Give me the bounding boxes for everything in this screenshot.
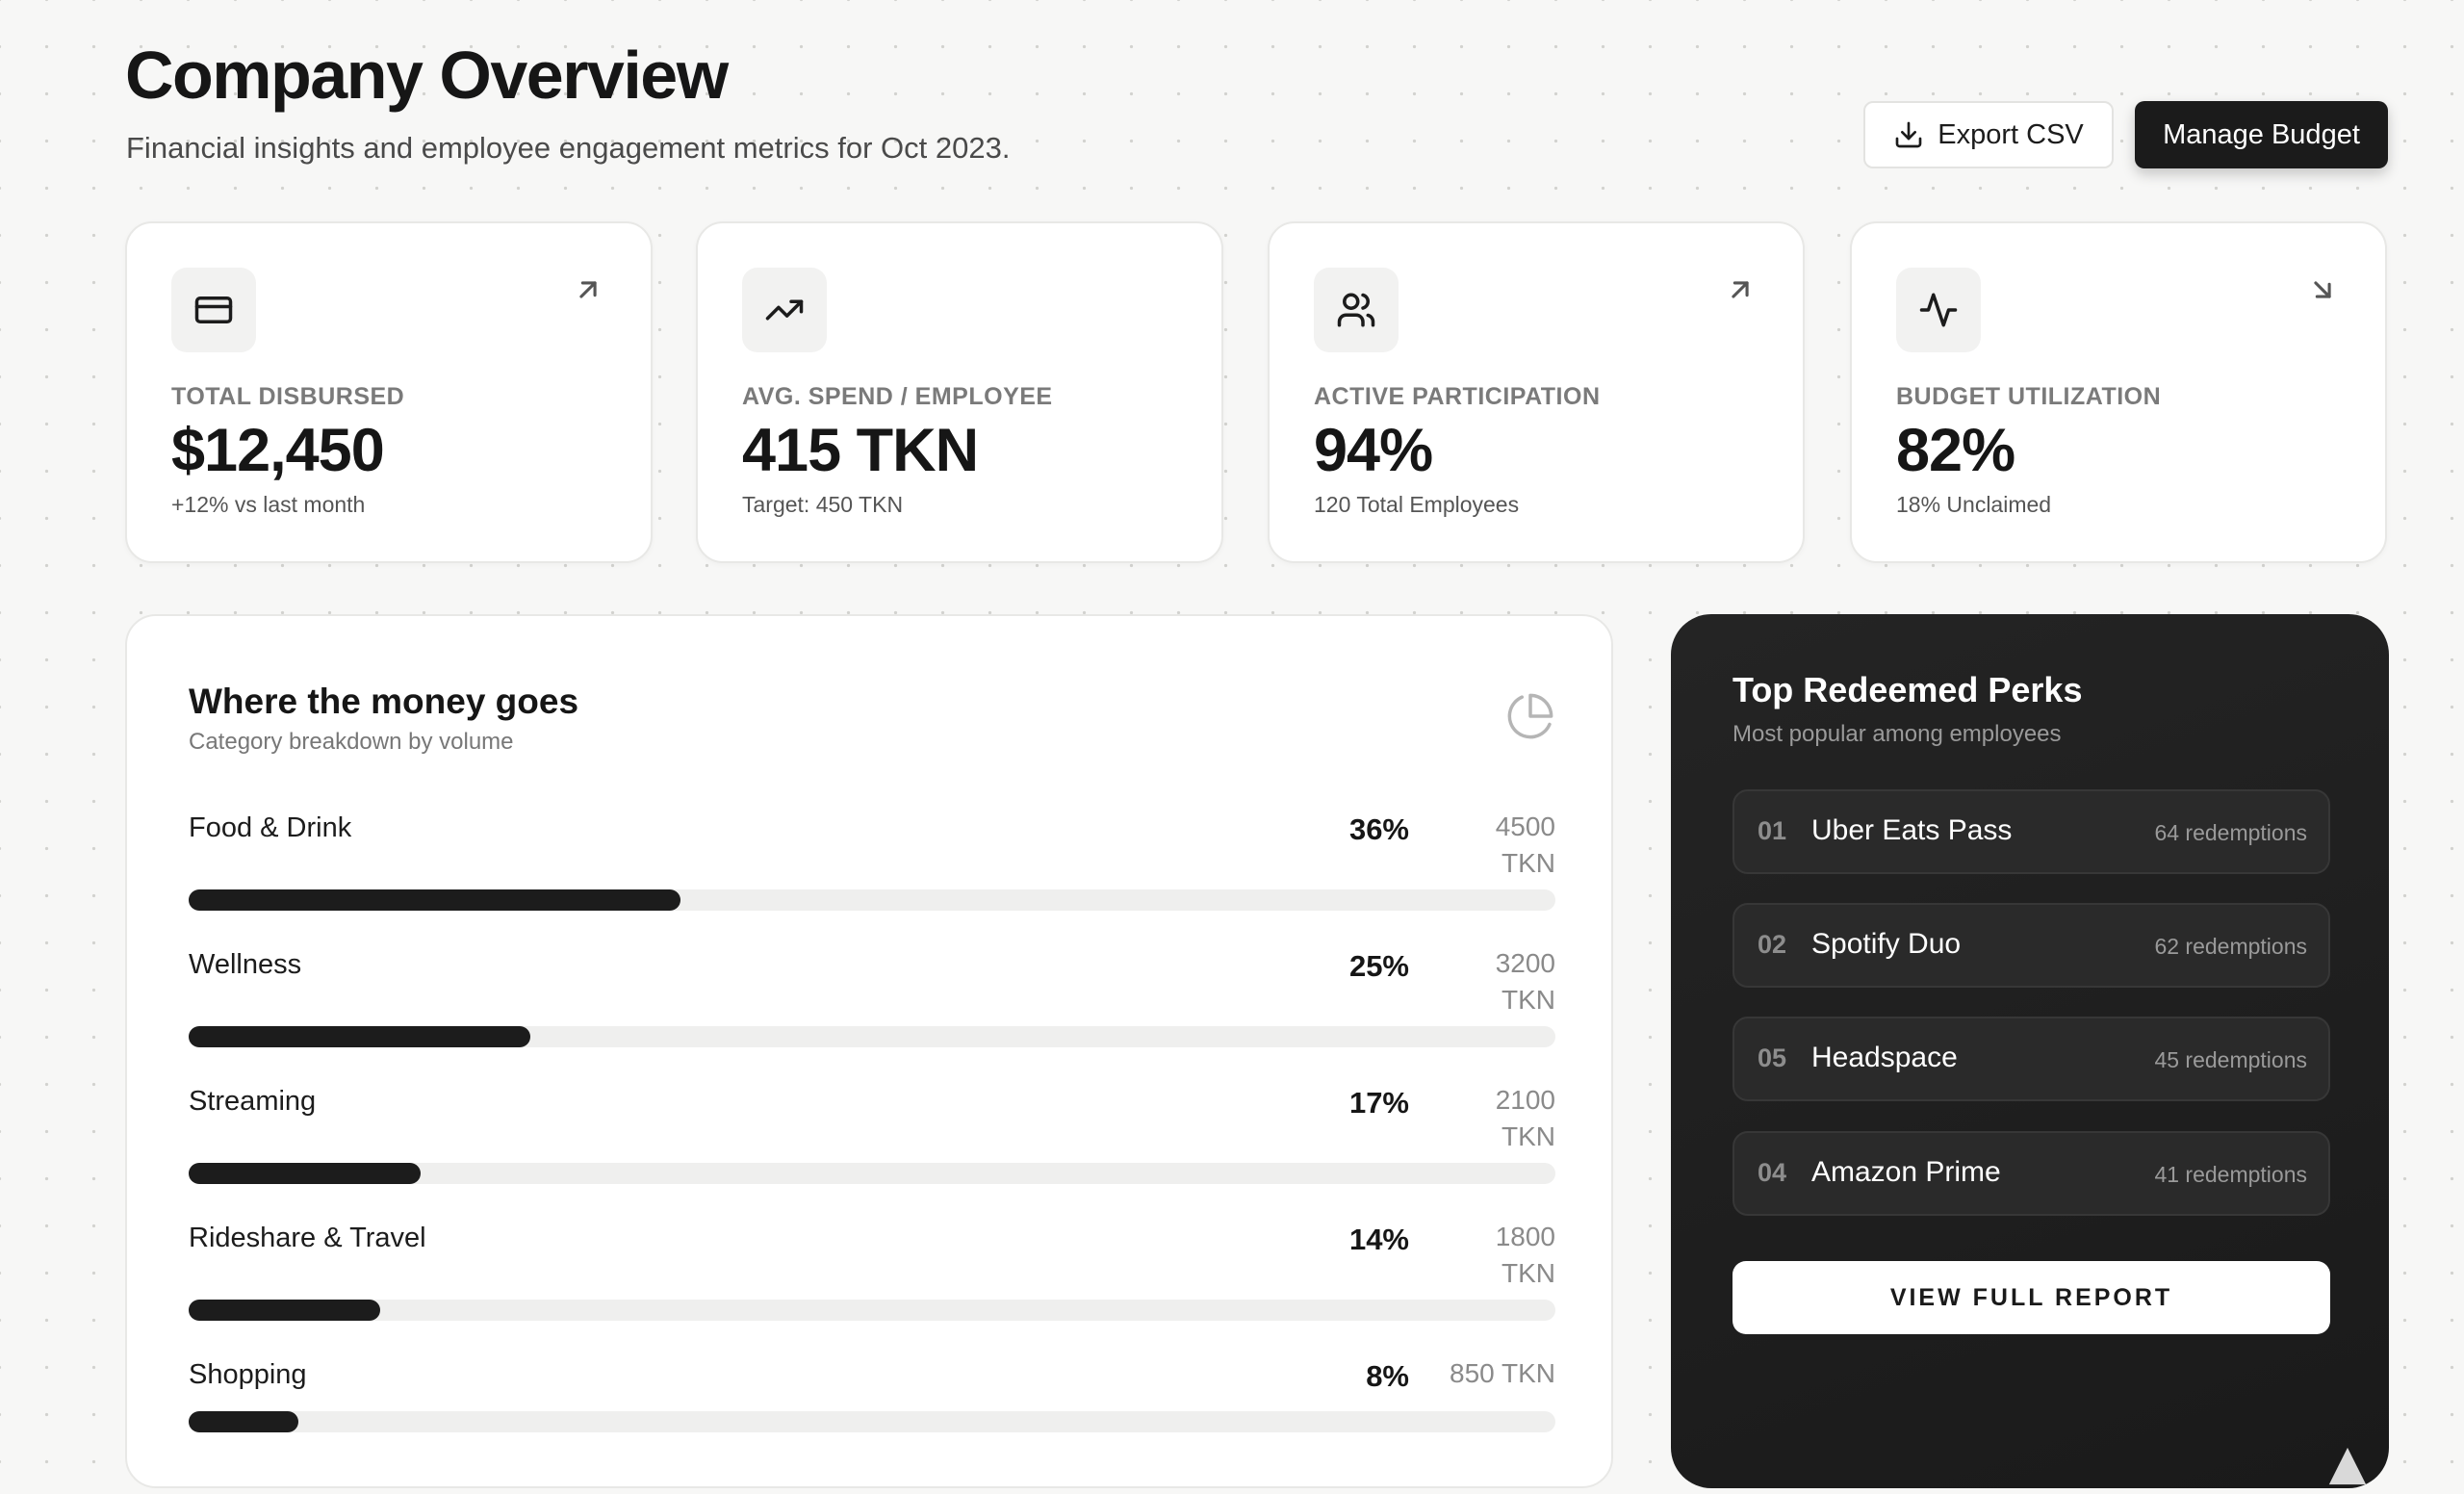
stat-card-active-participation: ACTIVE PARTICIPATION 94% 120 Total Emplo…	[1268, 221, 1805, 563]
users-icon	[1314, 268, 1399, 352]
manage-budget-button[interactable]: Manage Budget	[2135, 101, 2388, 168]
category-percent: 25%	[1348, 949, 1409, 983]
category-tokens: 850 TKN	[1450, 1358, 1555, 1388]
stat-card-budget-utilization: BUDGET UTILIZATION 82% 18% Unclaimed	[1850, 221, 2387, 563]
arrow-up-right-icon	[1732, 281, 1749, 298]
category-bar-fill	[189, 1300, 380, 1321]
category-tokens: 4500 TKN	[1495, 811, 1555, 878]
pie-chart-icon[interactable]	[1505, 691, 1555, 741]
category-breakdown-panel: Where the money goes Category breakdown …	[125, 614, 1613, 1488]
perk-item[interactable]: 05 Headspace 45 redemptions	[1732, 1017, 2330, 1101]
category-bar-track	[189, 889, 1555, 911]
stat-sub: +12% vs last month	[171, 492, 366, 517]
category-bar-track	[189, 1026, 1555, 1047]
perk-rank: 01	[1758, 816, 1787, 845]
top-perks-panel: Top Redeemed Perks Most popular among em…	[1671, 614, 2389, 1488]
perk-name: Headspace	[1811, 1042, 1958, 1073]
perk-count: 45 redemptions	[2154, 1047, 2307, 1072]
page-subtitle: Financial insights and employee engageme…	[126, 131, 1011, 165]
triangle-icon	[2328, 1447, 2367, 1485]
category-name: Streaming	[189, 1086, 317, 1117]
view-full-report-button[interactable]: VIEW FULL REPORT	[1732, 1261, 2330, 1334]
stat-sub: Target: 450 TKN	[742, 492, 904, 517]
stat-value: $12,450	[171, 417, 385, 484]
stat-label: AVG. SPEND / EMPLOYEE	[742, 383, 1053, 410]
perks-title: Top Redeemed Perks	[1732, 670, 2083, 709]
perks-subtitle: Most popular among employees	[1732, 721, 2062, 747]
perk-rank: 04	[1758, 1158, 1787, 1187]
perk-count: 62 redemptions	[2154, 934, 2307, 959]
category-percent: 17%	[1348, 1086, 1409, 1120]
perk-item[interactable]: 01 Uber Eats Pass 64 redemptions	[1732, 789, 2330, 874]
credit-card-icon	[171, 268, 256, 352]
category-bar-fill	[189, 1163, 422, 1184]
category-bar-fill	[189, 1026, 530, 1047]
stat-label: BUDGET UTILIZATION	[1896, 383, 2162, 410]
panel-subtitle: Category breakdown by volume	[189, 729, 514, 755]
perk-name: Uber Eats Pass	[1811, 814, 2013, 846]
arrow-up-right-icon	[579, 281, 597, 298]
category-bar-fill	[189, 889, 681, 911]
stat-label: ACTIVE PARTICIPATION	[1314, 383, 1601, 410]
manage-budget-label: Manage Budget	[2163, 118, 2360, 150]
perk-rank: 02	[1758, 930, 1787, 959]
category-name: Rideshare & Travel	[189, 1223, 426, 1253]
stat-sub: 18% Unclaimed	[1896, 492, 2052, 517]
category-name: Food & Drink	[189, 812, 352, 843]
perk-count: 64 redemptions	[2154, 820, 2307, 845]
export-csv-button[interactable]: Export CSV	[1863, 101, 2114, 168]
arrow-down-right-icon	[2314, 281, 2331, 298]
category-percent: 36%	[1348, 812, 1409, 846]
category-name: Shopping	[189, 1359, 307, 1390]
perk-rank: 05	[1758, 1043, 1787, 1072]
stat-label: TOTAL DISBURSED	[171, 383, 405, 410]
perk-name: Amazon Prime	[1811, 1156, 2001, 1188]
category-tokens: 2100 TKN	[1495, 1085, 1555, 1151]
category-tokens: 3200 TKN	[1495, 948, 1555, 1015]
download-icon	[1895, 121, 1922, 148]
category-tokens: 1800 TKN	[1495, 1222, 1555, 1288]
perk-item[interactable]: 04 Amazon Prime 41 redemptions	[1732, 1131, 2330, 1216]
page-title: Company Overview	[125, 38, 729, 113]
category-bar-track	[189, 1300, 1555, 1321]
category-name: Wellness	[189, 949, 302, 980]
category-percent: 14%	[1348, 1223, 1409, 1256]
panel-title: Where the money goes	[189, 682, 579, 721]
category-bar-track	[189, 1411, 1555, 1432]
export-csv-label: Export CSV	[1938, 118, 2084, 150]
stat-card-total-disbursed: TOTAL DISBURSED $12,450 +12% vs last mon…	[125, 221, 653, 563]
perk-name: Spotify Duo	[1811, 928, 1962, 960]
activity-icon	[1896, 268, 1981, 352]
stat-value: 415 TKN	[742, 417, 979, 484]
category-percent: 8%	[1366, 1359, 1409, 1393]
category-bar-track	[189, 1163, 1555, 1184]
perk-item[interactable]: 02 Spotify Duo 62 redemptions	[1732, 903, 2330, 988]
perk-count: 41 redemptions	[2154, 1162, 2307, 1187]
stat-value: 82%	[1896, 417, 2015, 484]
stat-value: 94%	[1314, 417, 1433, 484]
trending-up-icon	[742, 268, 827, 352]
stat-sub: 120 Total Employees	[1314, 492, 1520, 517]
stat-card-avg-spend: AVG. SPEND / EMPLOYEE 415 TKN Target: 45…	[696, 221, 1223, 563]
category-bar-fill	[189, 1411, 298, 1432]
